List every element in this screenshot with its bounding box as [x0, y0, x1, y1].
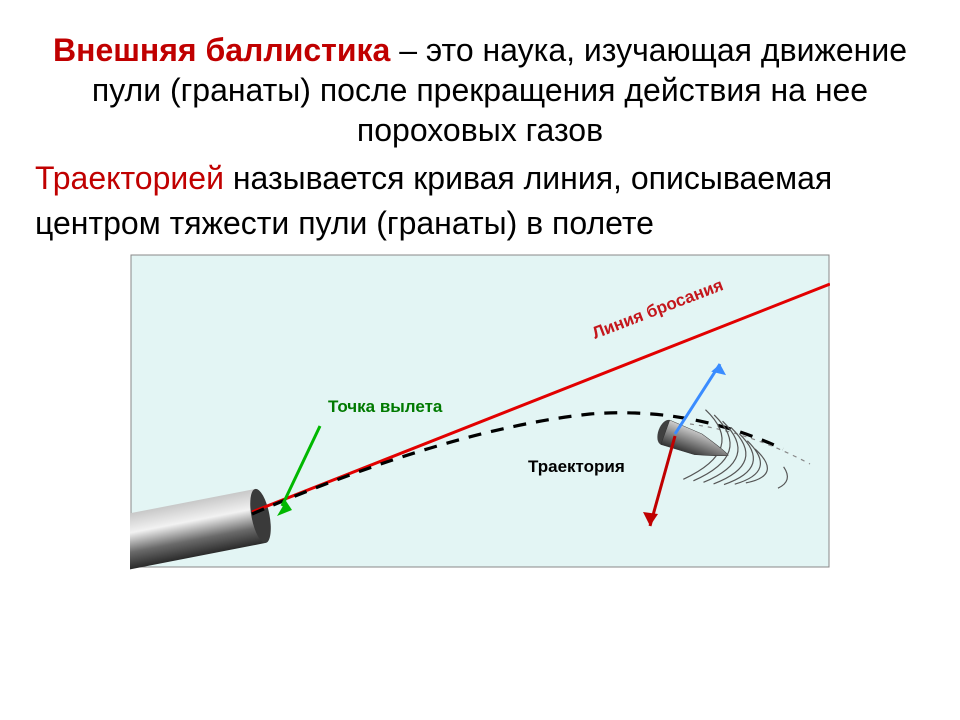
definition-text: Траекторией называется кривая линия, опи…	[35, 156, 925, 246]
definition-term: Траекторией	[35, 160, 224, 196]
exit-point-label: Точка вылета	[328, 397, 443, 416]
trajectory-label: Траектория	[528, 457, 625, 476]
ballistics-diagram: Линия бросания Точка вылета Траектория	[130, 254, 830, 574]
title-term: Внешняя баллистика	[53, 32, 390, 68]
heading-title: Внешняя баллистика – это наука, изучающа…	[35, 30, 925, 150]
